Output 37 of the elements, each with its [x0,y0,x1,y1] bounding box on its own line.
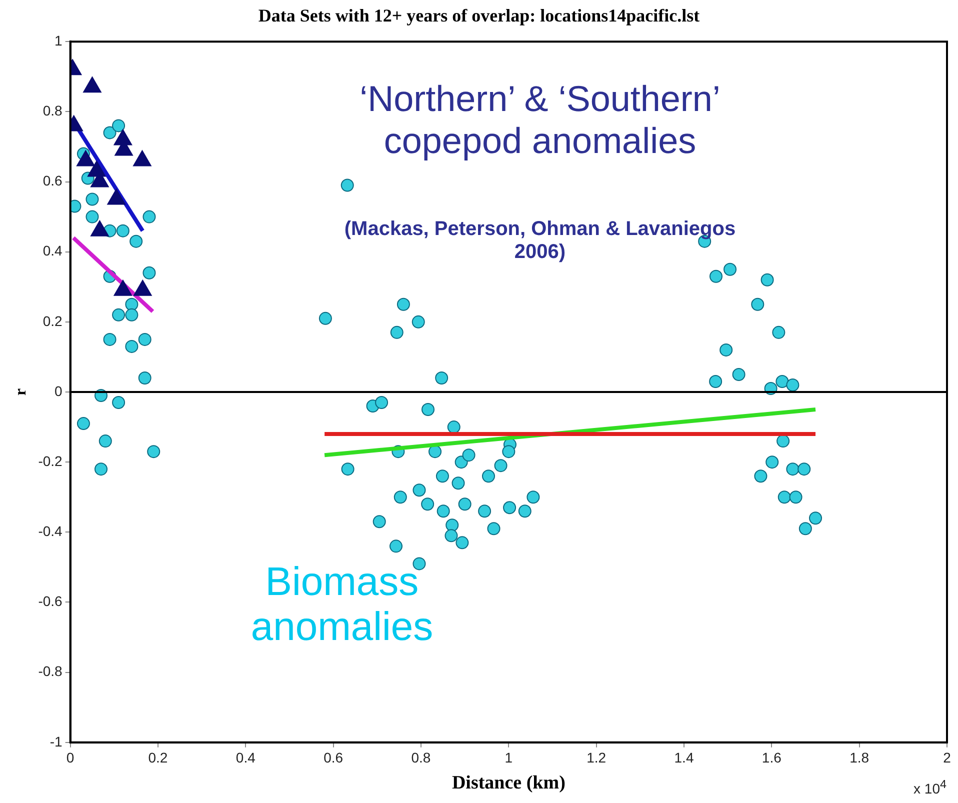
x-tick-label: 2 [943,750,952,766]
y-tick-label: -0.8 [38,663,63,680]
x-tick-label: 0 [66,750,74,766]
y-tick-label: 0.4 [42,242,63,259]
y-tick-label: 0 [54,382,63,399]
point [133,150,152,166]
y-tick-label: 0.6 [42,172,63,189]
y-tick-label: 0.8 [42,102,63,119]
y-tick-label: 1 [54,32,63,48]
x-tick-label: 1.8 [850,750,870,766]
y-axis-title: r [12,388,30,396]
x-tick-label: 1.4 [674,750,694,766]
point [107,188,126,205]
x-tick-label: 0.8 [411,750,431,766]
y-tick-label: -0.4 [38,523,63,540]
x-tick-label: 1.2 [586,750,606,766]
x-tick-label: 1 [504,750,513,766]
y-tick-label: -1 [50,733,63,750]
text: x 10$^{4}$ [912,778,948,797]
point [114,280,132,296]
x-tick-label: 0.2 [148,750,168,766]
point [76,150,95,166]
x-tick-label: 0.4 [236,750,256,766]
y-tick-label: -0.6 [38,593,63,610]
point [87,160,106,177]
point [90,220,109,236]
y-tick-label: -0.2 [38,452,63,469]
annotation: Biomass anomalies [250,560,434,650]
x-tick-label: 1.6 [762,750,782,766]
y-tick-label: 0.2 [42,312,63,329]
point [83,76,102,93]
annotation: (Mackas, Peterson, Ohman & Lavaniegos 2006) [343,218,737,264]
point [133,280,152,296]
x-axis-title: Distance (km) [452,772,566,794]
x-tick-label: 0.6 [324,750,344,766]
chart-title: Data Sets with 12+ years of overlap: locations14pacific.lst [258,5,700,26]
annotation: ‘Northern’ & ‘Southern’ copepod anomalies [358,78,722,162]
